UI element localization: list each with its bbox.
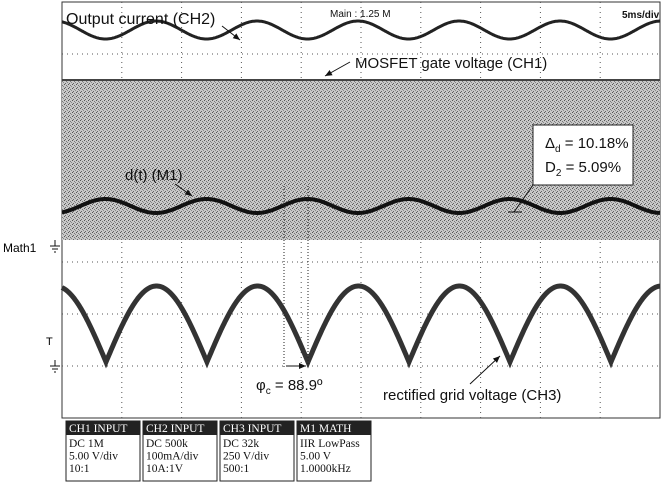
- output-current-label: Output current (CH2): [66, 11, 215, 28]
- info-box-line: 5.00 V/div: [69, 451, 118, 463]
- scope-screenshot: Main : 1.25 M 5ms/div Output current (CH…: [0, 0, 672, 484]
- info-box-line: 500:1: [223, 463, 249, 475]
- sym: Δ: [545, 135, 555, 152]
- val: = 10.18%: [561, 135, 629, 152]
- info-box-line: 250 V/div: [223, 451, 269, 463]
- zoom-label: Main : 1.25 M: [330, 9, 391, 20]
- info-box-title: CH3 INPUT: [223, 423, 281, 435]
- info-box-line: DC 32k: [223, 438, 259, 450]
- ground-symbol: [50, 240, 60, 252]
- grid-voltage-label: rectified grid voltage (CH3): [383, 387, 561, 404]
- info-box-line: DC 500k: [146, 438, 188, 450]
- gate-voltage-label: MOSFET gate voltage (CH1): [355, 55, 547, 72]
- trigger-marker: T: [46, 336, 53, 348]
- phase-label: φc = 88.9º: [256, 377, 323, 397]
- val: = 88.9º: [271, 377, 323, 394]
- val: = 5.09%: [561, 159, 621, 176]
- info-box-line: DC 1M: [69, 438, 104, 450]
- info-box-line: 100mA/div: [146, 451, 199, 463]
- info-box-line: 1.0000kHz: [300, 463, 351, 475]
- sym: D: [545, 159, 556, 176]
- info-box-title: CH1 INPUT: [69, 423, 127, 435]
- sym: φ: [256, 377, 266, 394]
- ground-symbol: [50, 360, 60, 372]
- info-box-line: 10:1: [69, 463, 90, 475]
- duty-label: d(t) (M1): [125, 167, 183, 184]
- math-marker: Math1: [3, 241, 37, 255]
- info-box-line: 5.00 V: [300, 451, 332, 463]
- info-box-title: M1 MATH: [300, 423, 351, 435]
- arrow: [470, 356, 500, 384]
- info-box-line: IIR LowPass: [300, 438, 360, 450]
- timebase-label: 5ms/div: [622, 10, 660, 21]
- arrow: [325, 62, 350, 76]
- info-box-line: 10A:1V: [146, 463, 184, 475]
- measure-box: [533, 125, 633, 185]
- info-box-title: CH2 INPUT: [146, 423, 204, 435]
